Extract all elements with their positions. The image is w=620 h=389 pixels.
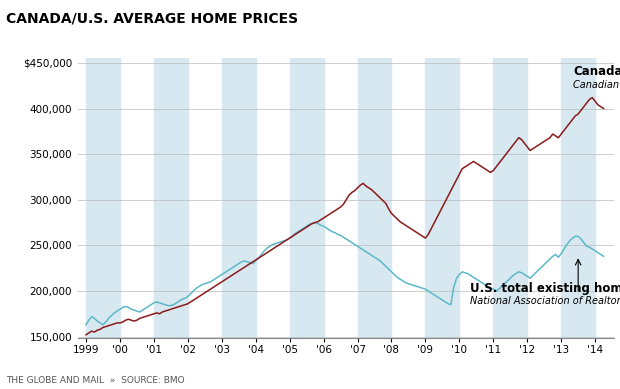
Bar (154, 58, 188, 338)
Text: National Association of Realtors: National Association of Realtors (469, 296, 620, 306)
Text: U.S. total existing homes: U.S. total existing homes (469, 282, 620, 294)
Text: Canadian Real Estate Association: Canadian Real Estate Association (573, 80, 620, 90)
Bar (561, 58, 595, 338)
Bar (290, 58, 324, 338)
Bar (222, 58, 255, 338)
Text: THE GLOBE AND MAIL  »  SOURCE: BMO: THE GLOBE AND MAIL » SOURCE: BMO (6, 376, 185, 385)
Text: Canada: Canada (573, 65, 620, 79)
Bar (494, 58, 527, 338)
Text: CANADA/U.S. AVERAGE HOME PRICES: CANADA/U.S. AVERAGE HOME PRICES (6, 12, 298, 26)
Bar (358, 58, 391, 338)
Bar (425, 58, 459, 338)
Bar (86, 58, 120, 338)
